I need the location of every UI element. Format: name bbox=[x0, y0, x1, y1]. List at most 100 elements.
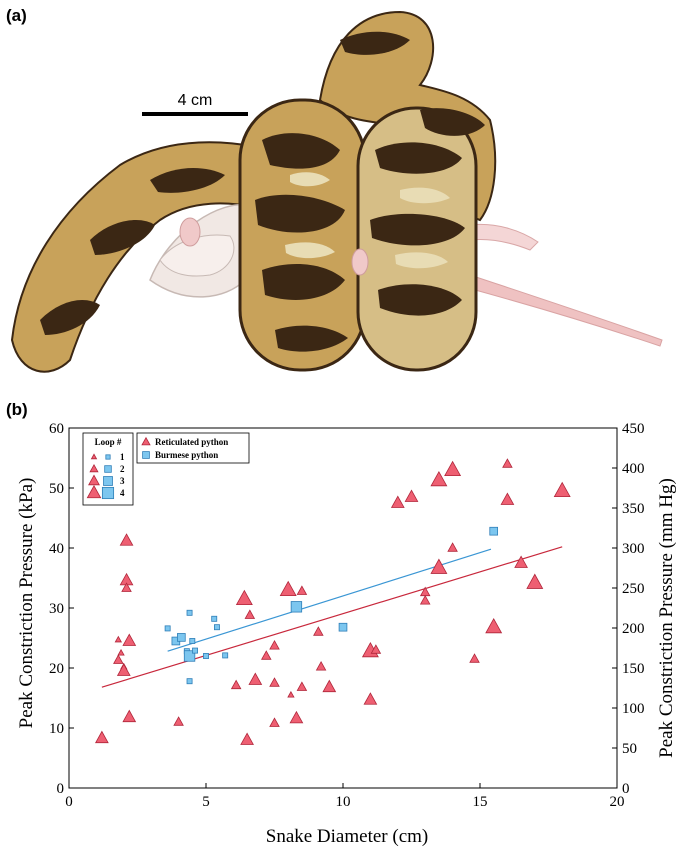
reticulated-point bbox=[116, 663, 131, 676]
axes: 0 5 10 15 2001020304050600501001502002503003… bbox=[49, 421, 645, 810]
y-tick-label: 0 bbox=[57, 781, 65, 797]
y2-tick-label: 300 bbox=[622, 541, 645, 557]
reticulated-point bbox=[95, 730, 109, 744]
species-legend: Reticulated python Burmese python bbox=[136, 432, 250, 464]
legend-square-loop-2 bbox=[104, 465, 112, 473]
y2-tick-label: 450 bbox=[622, 421, 645, 437]
y2-axis-title: Peak Constriction Pressure (mm Hg) bbox=[656, 478, 677, 758]
x-tick-label: 10 bbox=[336, 794, 351, 810]
legend-triangle-loop-2 bbox=[89, 463, 99, 473]
rat-front-paw-2 bbox=[351, 248, 369, 276]
y2-tick-label: 250 bbox=[622, 581, 645, 597]
reticulated-point bbox=[419, 586, 431, 597]
burmese-point bbox=[222, 652, 229, 659]
reticulated-point bbox=[370, 644, 382, 654]
snake-light-scales bbox=[285, 172, 450, 269]
y-tick-label: 30 bbox=[49, 601, 64, 617]
reticulated-point bbox=[173, 716, 184, 726]
reticulated-point bbox=[447, 542, 458, 552]
reticulated-point bbox=[502, 458, 513, 468]
legend-species-label: Burmese python bbox=[155, 450, 218, 460]
constriction-pressure-chart: 0 5 10 15 2001020304050600501001502002503003… bbox=[16, 421, 677, 847]
y-tick-label: 20 bbox=[49, 661, 64, 677]
data-points bbox=[95, 458, 571, 745]
y-axis-title: Peak Constriction Pressure (kPa) bbox=[16, 478, 37, 729]
y2-tick-label: 350 bbox=[622, 501, 645, 517]
y-tick-label: 10 bbox=[49, 721, 64, 737]
reticulated-point bbox=[313, 626, 324, 636]
loop-legend: Loop # 1 2 3 4 bbox=[82, 432, 134, 506]
reticulated-point bbox=[279, 580, 297, 597]
legend-triangle-loop-3 bbox=[88, 474, 100, 486]
plot-area-border bbox=[68, 427, 618, 789]
legend-species-label: Reticulated python bbox=[155, 437, 228, 447]
loop-legend-title: Loop # bbox=[95, 437, 122, 447]
y2-tick-label: 0 bbox=[622, 781, 630, 797]
burmese-point bbox=[290, 601, 303, 613]
legend-triangle-loop-1 bbox=[90, 453, 98, 460]
y2-tick-label: 50 bbox=[622, 741, 637, 757]
reticulated-point bbox=[315, 661, 327, 671]
reticulated-point bbox=[269, 640, 280, 650]
panel-a-label: (a) bbox=[6, 6, 27, 25]
reticulated-point bbox=[230, 679, 242, 690]
x-tick-label: 0 bbox=[65, 794, 73, 810]
burmese-point bbox=[189, 638, 196, 644]
reticulated-point bbox=[122, 633, 137, 646]
reticulated-point bbox=[296, 681, 308, 691]
legend-loop-number: 2 bbox=[120, 464, 125, 474]
plot-frame bbox=[68, 427, 618, 789]
panel-b-label: (b) bbox=[6, 400, 28, 419]
reticulated-point bbox=[113, 654, 124, 664]
snake-pattern bbox=[40, 31, 485, 352]
reticulated-point bbox=[235, 589, 253, 606]
x-tick-label: 20 bbox=[610, 794, 625, 810]
x-tick-label: 5 bbox=[202, 794, 210, 810]
y-tick-label: 60 bbox=[49, 421, 64, 437]
rat-hind-paw bbox=[469, 223, 539, 251]
burmese-point bbox=[186, 678, 193, 685]
reticulated-point bbox=[514, 555, 528, 568]
burmese-point bbox=[183, 650, 196, 662]
reticulated-point bbox=[269, 677, 280, 687]
reticulated-point bbox=[363, 692, 378, 705]
rat-front-paw bbox=[179, 217, 201, 247]
y-tick-label: 50 bbox=[49, 481, 64, 497]
reticulated-point bbox=[469, 653, 480, 663]
reticulated-point bbox=[430, 470, 448, 487]
reticulated-point bbox=[419, 595, 431, 605]
burmese-point bbox=[177, 633, 186, 642]
reticulated-point bbox=[296, 585, 308, 595]
legend-square-loop-3 bbox=[103, 476, 113, 486]
reticulated-point bbox=[287, 690, 295, 698]
y2-tick-label: 150 bbox=[622, 661, 645, 677]
burmese-point bbox=[489, 526, 499, 536]
reticulated-point bbox=[114, 635, 122, 643]
legend-burmese-marker bbox=[142, 451, 150, 459]
y2-tick-label: 100 bbox=[622, 701, 645, 717]
reticulated-point bbox=[121, 582, 132, 592]
reticulated-point bbox=[444, 460, 462, 477]
reticulated-point bbox=[553, 481, 571, 498]
burmese-point bbox=[186, 609, 193, 616]
reticulated-point bbox=[117, 648, 125, 656]
reticulated-point bbox=[269, 717, 280, 727]
y2-tick-label: 400 bbox=[622, 461, 645, 477]
reticulated-point bbox=[390, 495, 405, 508]
legend-loop-number: 4 bbox=[120, 488, 125, 498]
burmese-point bbox=[338, 622, 348, 632]
burmese-point bbox=[164, 625, 171, 632]
scale-bar-label: 4 cm bbox=[178, 92, 213, 109]
legend-square-loop-1 bbox=[105, 454, 111, 460]
legend-reticulated-marker bbox=[141, 436, 151, 446]
reticulated-point bbox=[485, 617, 503, 634]
reticulated-point bbox=[430, 558, 448, 574]
y-tick-label: 40 bbox=[49, 541, 64, 557]
reticulated-point bbox=[122, 709, 137, 723]
reticulated-point bbox=[322, 679, 337, 693]
reticulated-point bbox=[240, 732, 254, 745]
trend-lines bbox=[101, 546, 563, 688]
burmese-trend-line bbox=[167, 548, 492, 652]
x-axis-title: Snake Diameter (cm) bbox=[266, 826, 428, 847]
y2-tick-label: 200 bbox=[622, 621, 645, 637]
